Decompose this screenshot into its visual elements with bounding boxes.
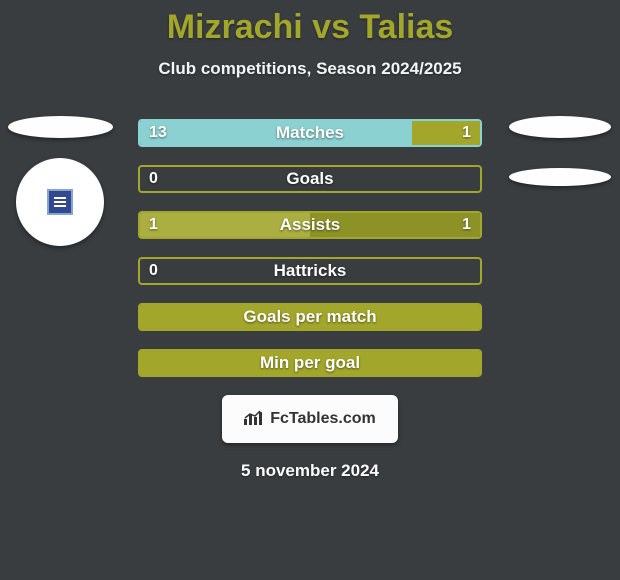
comparison-bar: 0Goals: [138, 165, 482, 193]
bar-label: Assists: [140, 213, 480, 237]
comparison-bar: Min per goal: [138, 349, 482, 377]
player-right-shadow-bottom: [509, 168, 611, 186]
chart-area: 131Matches 0Goals 11Assists 0Hattricks Goals…: [0, 119, 620, 481]
comparison-bar: 131Matches: [138, 119, 482, 147]
player-left-avatar: [16, 158, 104, 246]
comparison-bar: 11Assists: [138, 211, 482, 239]
comparison-bars: 131Matches 0Goals 11Assists 0Hattricks Goals…: [138, 119, 482, 377]
comparison-bar: 0Hattricks: [138, 257, 482, 285]
chart-container: Mizrachi vs Talias Club competitions, Se…: [0, 0, 620, 580]
branding-badge: FcTables.com: [222, 395, 398, 443]
chart-title: Mizrachi vs Talias: [0, 0, 620, 47]
chart-icon: [244, 409, 264, 430]
bar-label: Matches: [140, 121, 480, 145]
player-left-column: [0, 119, 120, 246]
bar-label: Goals: [140, 167, 480, 191]
branding-label: FcTables.com: [270, 410, 376, 428]
player-right-shadow-top: [509, 116, 611, 138]
comparison-bar: Goals per match: [138, 303, 482, 331]
placeholder-icon: [47, 189, 73, 215]
chart-date: 5 november 2024: [0, 461, 620, 481]
bar-label: Min per goal: [140, 351, 480, 375]
chart-subtitle: Club competitions, Season 2024/2025: [0, 59, 620, 79]
bar-label: Hattricks: [140, 259, 480, 283]
player-left-shadow-top: [8, 116, 113, 138]
bar-label: Goals per match: [140, 305, 480, 329]
player-right-column: [500, 119, 620, 186]
